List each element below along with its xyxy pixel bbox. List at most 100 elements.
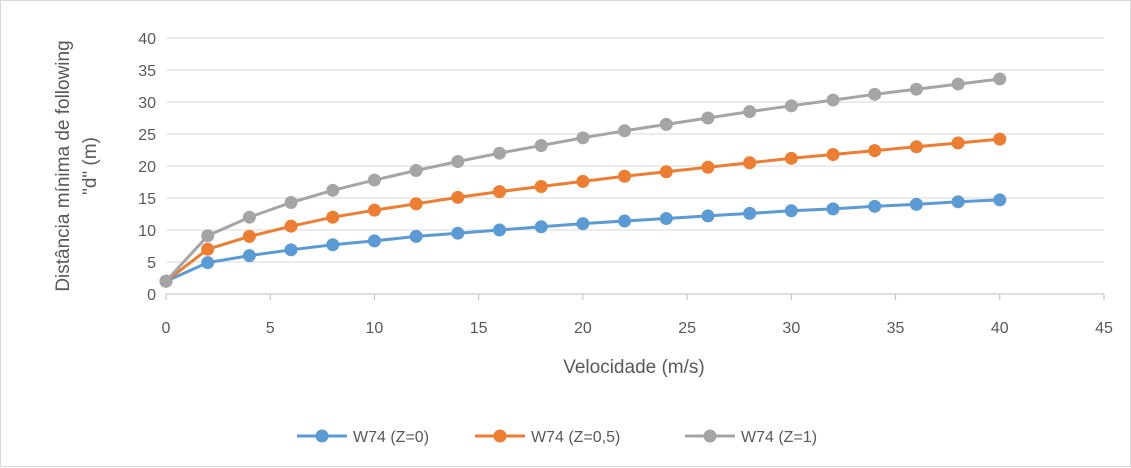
legend: W74 (Z=0) W74 (Z=0,5) W74 (Z=1)	[297, 429, 817, 446]
legend-label: W74 (Z=0,5)	[531, 429, 620, 446]
data-point	[868, 199, 882, 213]
data-point	[826, 93, 840, 107]
legend-label: W74 (Z=0)	[353, 429, 429, 446]
data-point	[784, 151, 798, 165]
x-tick-label: 45	[1095, 320, 1113, 337]
data-point	[701, 160, 715, 174]
x-tick-label: 35	[887, 320, 905, 337]
x-tick-label: 5	[266, 320, 275, 337]
data-point	[909, 140, 923, 154]
y-tick-label: 10	[138, 223, 156, 240]
data-point	[534, 139, 548, 153]
y-tick-label: 15	[138, 191, 156, 208]
data-point	[743, 156, 757, 170]
data-point	[493, 223, 507, 237]
data-point	[242, 210, 256, 224]
data-point	[493, 146, 507, 160]
data-point	[242, 229, 256, 243]
data-point	[993, 193, 1007, 207]
data-point	[367, 234, 381, 248]
data-point	[326, 210, 340, 224]
data-point	[659, 165, 673, 179]
y-tick-label: 0	[147, 287, 156, 304]
data-point	[576, 217, 590, 231]
y-tick-label: 20	[138, 159, 156, 176]
data-point	[993, 72, 1007, 86]
data-point	[993, 132, 1007, 146]
data-point	[451, 226, 465, 240]
legend-item: W74 (Z=1)	[685, 429, 817, 446]
data-point	[701, 111, 715, 125]
data-point	[743, 206, 757, 220]
data-point	[284, 195, 298, 209]
legend-item: W74 (Z=0,5)	[475, 429, 620, 446]
data-point	[367, 173, 381, 187]
x-tick-label: 30	[782, 320, 800, 337]
data-point	[618, 169, 632, 183]
series-1	[159, 193, 1007, 288]
data-point	[951, 195, 965, 209]
y-axis-title-line1: Distância mínima de following	[53, 40, 74, 291]
legend-swatch-marker	[315, 429, 329, 443]
data-point	[618, 214, 632, 228]
data-point	[451, 190, 465, 204]
data-point	[409, 229, 423, 243]
x-tick-label: 25	[678, 320, 696, 337]
y-axis-title-line2: "d" (m)	[80, 137, 101, 195]
data-point	[242, 249, 256, 263]
legend-label: W74 (Z=1)	[741, 429, 817, 446]
data-point	[409, 163, 423, 177]
x-tick-label: 40	[991, 320, 1009, 337]
data-point	[326, 238, 340, 252]
legend-swatch-marker	[493, 429, 507, 443]
y-tick-label: 30	[138, 95, 156, 112]
data-point	[951, 77, 965, 91]
x-tick-label: 0	[162, 320, 171, 337]
data-point	[576, 174, 590, 188]
data-point	[493, 185, 507, 199]
data-point	[701, 209, 715, 223]
data-point	[909, 197, 923, 211]
x-axis-title: Velocidade (m/s)	[563, 357, 705, 378]
data-point	[868, 144, 882, 158]
series-layer	[159, 72, 1007, 288]
gridlines	[166, 37, 1104, 263]
legend-swatch-marker	[703, 429, 717, 443]
data-point	[826, 202, 840, 216]
data-point	[409, 197, 423, 211]
data-point	[451, 155, 465, 169]
y-tick-label: 25	[138, 127, 156, 144]
y-axis-title: Distância mínima de following "d" (m)	[53, 40, 101, 291]
data-point	[784, 99, 798, 113]
x-tick-label: 15	[470, 320, 488, 337]
data-point	[868, 87, 882, 101]
data-point	[284, 243, 298, 257]
data-point	[784, 204, 798, 218]
data-point	[826, 147, 840, 161]
data-point	[576, 131, 590, 145]
axes: 0 5 10 15 20 25 30 35 40 0 5 10 15 20 25 30 35 40 45	[138, 31, 1113, 337]
data-point	[743, 105, 757, 119]
legend-item: W74 (Z=0)	[297, 429, 429, 446]
data-point	[201, 256, 215, 270]
data-point	[659, 211, 673, 225]
data-point	[534, 179, 548, 193]
data-point	[201, 242, 215, 256]
x-tick-label: 20	[574, 320, 592, 337]
x-tick-label: 10	[366, 320, 384, 337]
data-point	[618, 124, 632, 138]
data-point	[284, 219, 298, 233]
data-point	[951, 136, 965, 150]
data-point	[534, 220, 548, 234]
data-point	[201, 229, 215, 243]
series-3	[159, 72, 1007, 288]
data-point	[326, 183, 340, 197]
data-point	[159, 274, 173, 288]
y-tick-label: 5	[147, 255, 156, 272]
y-tick-label: 35	[138, 63, 156, 80]
data-point	[909, 82, 923, 96]
data-point	[367, 203, 381, 217]
data-point	[659, 117, 673, 131]
